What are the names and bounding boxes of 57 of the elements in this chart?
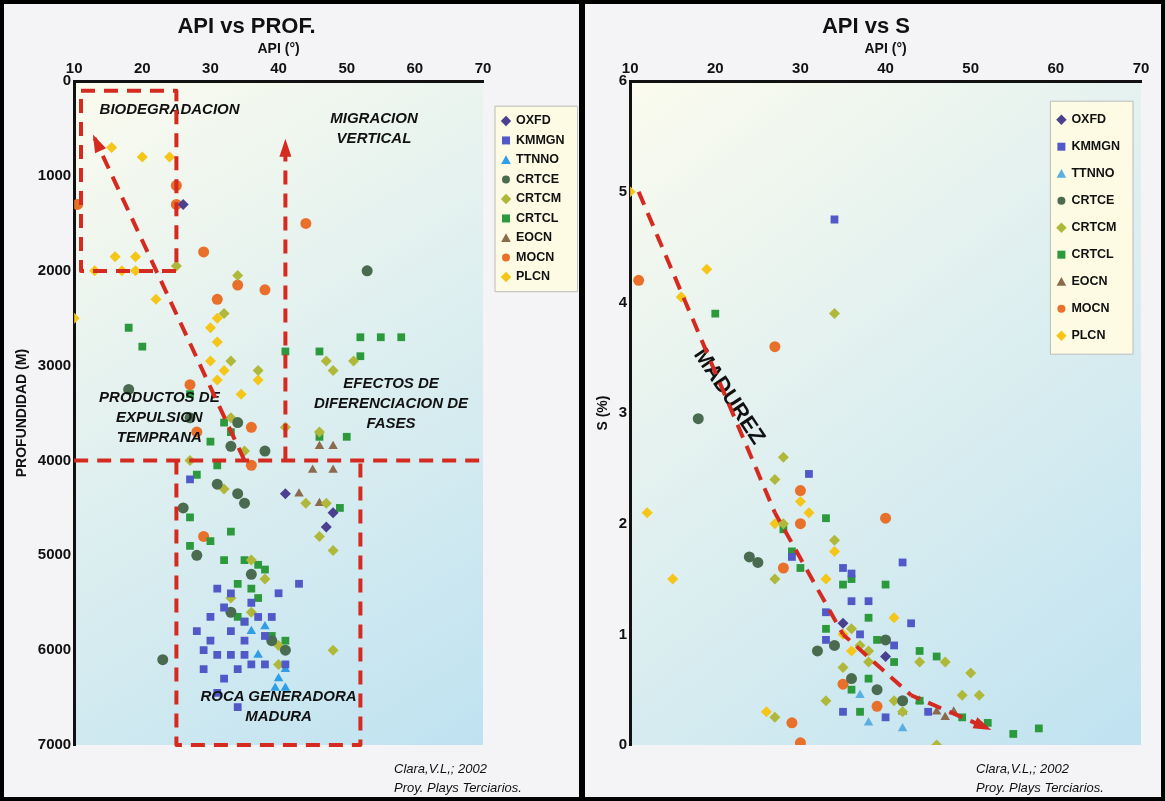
- annotation: BIODEGRADACION: [99, 99, 241, 117]
- y-tick-label: 1000: [37, 166, 72, 184]
- y-tick-label: 7000: [37, 735, 72, 753]
- legend-label: EOCN: [516, 230, 553, 245]
- legend-label: CRTCL: [1071, 247, 1115, 262]
- legend-label: MOCN: [1071, 301, 1110, 316]
- y-tick-label: 0: [618, 735, 628, 753]
- x-tick-label: 50: [962, 59, 980, 77]
- x-tick-label: 70: [474, 59, 492, 77]
- x-axis-title: API (°): [864, 39, 907, 56]
- text: Clara,V.L,; 2002: [394, 761, 488, 776]
- text: Clara,V.L,; 2002: [976, 761, 1070, 776]
- legend-label: CRTCM: [1071, 220, 1117, 235]
- y-tick-label: 2: [618, 513, 628, 531]
- annotation: MIGRACION VERTICAL: [330, 108, 419, 146]
- legend-label: TTNNO: [516, 152, 560, 167]
- chart-title: API vs PROF.: [177, 13, 316, 39]
- x-tick-label: 30: [202, 59, 219, 77]
- y-tick-label: 2000: [37, 261, 72, 278]
- x-tick-label: 40: [270, 59, 287, 77]
- x-tick-label: 60: [406, 59, 424, 77]
- x-tick-label: 20: [133, 59, 151, 77]
- y-tick-label: 5000: [37, 545, 72, 563]
- legend-label: MOCN: [516, 249, 555, 264]
- y-tick-label: 6000: [37, 640, 72, 658]
- legend-label: CRTCM: [516, 191, 562, 206]
- legend-label: TTNNO: [1071, 166, 1115, 181]
- legend-label: KMMGN: [516, 132, 565, 147]
- y-tick-label: 3000: [37, 355, 72, 373]
- y-tick-label: 1: [618, 624, 628, 642]
- legend-label: PLCN: [1071, 328, 1106, 343]
- annotation: ROCA GENERADORA MADURA: [200, 687, 357, 725]
- x-tick-label: 20: [706, 59, 724, 77]
- y-axis-title: PROFUNDIDAD (M): [13, 348, 30, 478]
- x-tick-label: 40: [877, 59, 894, 77]
- x-tick-label: 30: [792, 59, 809, 77]
- chart-title: API vs S: [821, 13, 911, 39]
- y-axis-title: S (%): [594, 395, 611, 431]
- y-tick-label: 4: [618, 292, 628, 310]
- legend-label: EOCN: [1071, 274, 1108, 289]
- x-tick-label: 60: [1047, 59, 1065, 77]
- y-tick-label: 4000: [37, 450, 72, 468]
- annotation: EFECTOS DE DIFERENCIACION DE FASES: [313, 373, 470, 431]
- legend-label: CRTCL: [516, 210, 559, 225]
- legend-label: KMMGN: [1071, 139, 1121, 154]
- x-axis-title: API (°): [257, 39, 300, 56]
- y-tick-label: 5: [618, 181, 628, 199]
- y-tick-label: 3: [618, 403, 628, 421]
- text: Proy. Plays Terciarios.: [394, 780, 522, 795]
- legend-label: OXFD: [516, 113, 551, 128]
- legend-label: CRTCE: [516, 171, 560, 186]
- legend-label: OXFD: [1071, 112, 1107, 127]
- legend-label: PLCN: [516, 269, 551, 284]
- text: Proy. Plays Terciarios.: [976, 780, 1104, 795]
- legend-label: CRTCE: [1071, 193, 1115, 208]
- x-tick-label: 50: [338, 59, 356, 77]
- x-tick-label: 70: [1132, 59, 1150, 77]
